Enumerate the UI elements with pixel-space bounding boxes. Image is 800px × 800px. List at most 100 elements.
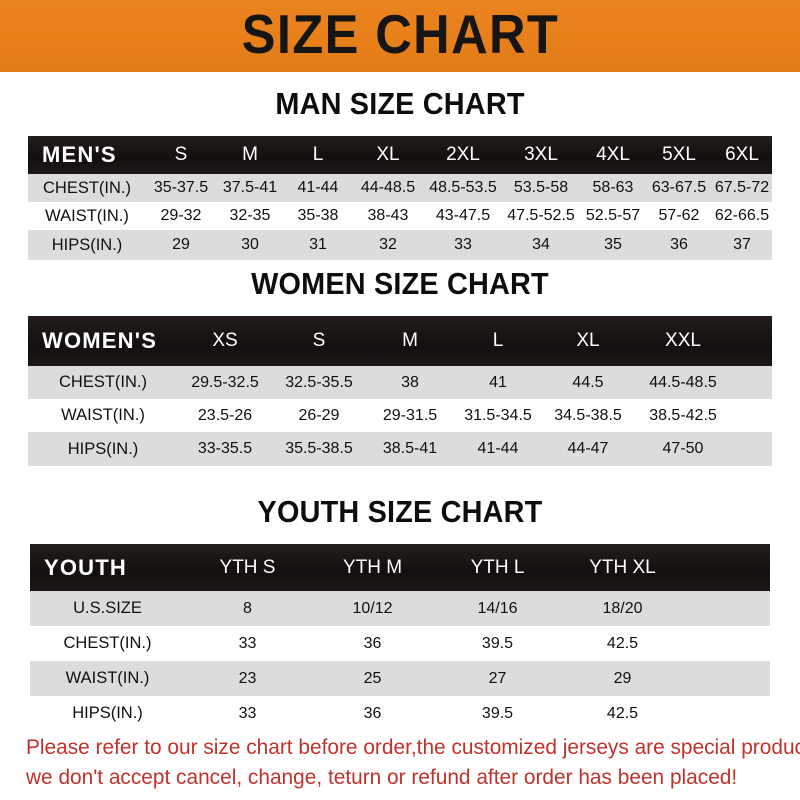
women-cell: 29-31.5 bbox=[382, 406, 438, 424]
women-cell: 34.5-38.5 bbox=[554, 406, 622, 424]
women-cell: 44.5 bbox=[572, 373, 604, 391]
women-column-header: XL bbox=[576, 330, 600, 351]
men-cell: 35 bbox=[604, 236, 622, 253]
table-row: HIPS(IN.) 33 36 39.5 42.5 bbox=[30, 696, 770, 731]
men-section-title: MAN SIZE CHART bbox=[275, 86, 525, 121]
order-policy-line-1: Please refer to our size chart before or… bbox=[26, 735, 800, 759]
men-cell: 34 bbox=[532, 236, 550, 253]
table-row: CHEST(IN.) 29.5-32.5 32.5-35.5 38 41 44.… bbox=[28, 366, 772, 399]
youth-header-row: YOUTH YTH S YTH M YTH L YTH XL bbox=[30, 544, 770, 591]
women-size-table: WOMEN'S XS S M L XL XXL CHEST(IN.) 29.5-… bbox=[28, 316, 772, 466]
table-row: WAIST(IN.) 23.5-26 26-29 29-31.5 31.5-34… bbox=[28, 399, 772, 432]
youth-cell bbox=[685, 591, 770, 626]
table-row: WAIST(IN.) 29-32 32-35 35-38 38-43 43-47… bbox=[28, 202, 772, 230]
women-column-header: XS bbox=[212, 330, 238, 351]
youth-cell: 36 bbox=[363, 634, 382, 652]
men-cell: 31 bbox=[309, 236, 327, 253]
women-cell: 33-35.5 bbox=[197, 440, 253, 457]
women-cell: 23.5-26 bbox=[197, 406, 253, 424]
men-cell: 41-44 bbox=[297, 179, 339, 196]
women-cell: 47-50 bbox=[662, 440, 704, 457]
youth-cell: 39.5 bbox=[481, 704, 514, 722]
table-row: U.S.SIZE 8 10/12 14/16 18/20 bbox=[30, 591, 770, 626]
youth-size-table: YOUTH YTH S YTH M YTH L YTH XL U.S.SIZE … bbox=[30, 544, 770, 731]
youth-row-label: CHEST(IN.) bbox=[63, 634, 152, 652]
women-header-row: WOMEN'S XS S M L XL XXL bbox=[28, 316, 772, 366]
table-row: CHEST(IN.) 35-37.5 37.5-41 41-44 44-48.5… bbox=[28, 174, 772, 202]
men-cell: 33 bbox=[454, 236, 472, 253]
women-row-label: HIPS(IN.) bbox=[67, 439, 139, 458]
men-column-header: 6XL bbox=[725, 144, 759, 165]
men-cell: 43-47.5 bbox=[435, 207, 491, 224]
women-cell bbox=[732, 432, 772, 466]
men-cell: 35-37.5 bbox=[153, 179, 209, 196]
women-row-label: WAIST(IN.) bbox=[61, 406, 145, 424]
youth-cell bbox=[685, 661, 770, 696]
men-cell: 32-35 bbox=[229, 207, 271, 224]
men-cell: 38-43 bbox=[367, 207, 409, 224]
youth-cell: 33 bbox=[238, 634, 257, 652]
women-column-header bbox=[732, 316, 772, 366]
men-cell: 29-32 bbox=[160, 207, 202, 224]
women-cell bbox=[732, 399, 772, 432]
table-row: WAIST(IN.) 23 25 27 29 bbox=[30, 661, 770, 696]
men-column-header: 3XL bbox=[524, 144, 558, 165]
youth-cell: 8 bbox=[243, 599, 252, 617]
men-cell: 57-62 bbox=[658, 207, 700, 224]
women-cell: 44.5-48.5 bbox=[649, 373, 717, 391]
women-cell: 44-47 bbox=[567, 440, 609, 457]
men-corner-label: MEN'S bbox=[42, 142, 117, 167]
men-column-header: 5XL bbox=[662, 144, 696, 165]
men-cell: 67.5-72 bbox=[714, 179, 770, 196]
men-column-header: 2XL bbox=[446, 144, 480, 165]
youth-column-header: YTH XL bbox=[589, 556, 656, 578]
youth-cell: 42.5 bbox=[606, 634, 639, 652]
page-title: SIZE CHART bbox=[241, 3, 559, 65]
men-cell: 37.5-41 bbox=[222, 179, 278, 196]
youth-section-title: YOUTH SIZE CHART bbox=[257, 494, 543, 529]
women-cell: 35.5-38.5 bbox=[285, 440, 353, 457]
women-column-header: L bbox=[492, 330, 504, 351]
women-column-header: XXL bbox=[665, 330, 701, 351]
men-cell: 63-67.5 bbox=[651, 179, 707, 196]
youth-cell: 33 bbox=[238, 704, 257, 722]
youth-cell: 36 bbox=[363, 704, 382, 722]
women-cell bbox=[732, 366, 772, 399]
youth-column-header: YTH S bbox=[219, 556, 276, 578]
men-column-header: 4XL bbox=[596, 144, 630, 165]
women-corner-label: WOMEN'S bbox=[42, 328, 158, 353]
women-cell: 41 bbox=[489, 373, 507, 391]
women-cell: 38.5-41 bbox=[382, 440, 438, 457]
men-column-header: S bbox=[174, 144, 188, 165]
men-cell: 36 bbox=[670, 236, 688, 253]
men-cell: 32 bbox=[379, 236, 397, 253]
youth-cell: 14/16 bbox=[477, 599, 518, 617]
women-cell: 38.5-42.5 bbox=[649, 406, 717, 424]
men-cell: 44-48.5 bbox=[360, 179, 416, 196]
youth-column-header: YTH L bbox=[470, 556, 525, 578]
women-cell: 26-29 bbox=[298, 406, 340, 424]
men-cell: 52.5-57 bbox=[585, 207, 641, 224]
men-cell: 53.5-58 bbox=[513, 179, 569, 196]
youth-row-label: U.S.SIZE bbox=[73, 599, 142, 617]
men-cell: 30 bbox=[241, 236, 259, 253]
men-cell: 37 bbox=[733, 236, 751, 253]
order-policy-note: Please refer to our size chart before or… bbox=[26, 732, 800, 792]
youth-cell: 25 bbox=[363, 669, 382, 687]
men-cell: 48.5-53.5 bbox=[429, 179, 497, 196]
women-cell: 31.5-34.5 bbox=[464, 406, 532, 424]
youth-cell: 27 bbox=[488, 669, 507, 687]
men-row-label: CHEST(IN.) bbox=[43, 178, 131, 197]
women-section-title: WOMEN SIZE CHART bbox=[251, 266, 549, 301]
men-column-header: M bbox=[242, 144, 258, 165]
women-cell: 38 bbox=[401, 373, 419, 391]
men-row-label: HIPS(IN.) bbox=[51, 235, 123, 254]
youth-column-header: YTH M bbox=[342, 556, 403, 578]
table-row: HIPS(IN.) 29 30 31 32 33 34 35 36 37 bbox=[28, 230, 772, 260]
youth-cell: 39.5 bbox=[481, 634, 514, 652]
men-size-table: MEN'S S M L XL 2XL 3XL 4XL 5XL 6XL CHEST… bbox=[28, 136, 772, 260]
men-cell: 58-63 bbox=[592, 179, 634, 196]
youth-cell bbox=[685, 696, 770, 731]
men-cell: 35-38 bbox=[297, 207, 339, 224]
table-row: CHEST(IN.) 33 36 39.5 42.5 bbox=[30, 626, 770, 661]
